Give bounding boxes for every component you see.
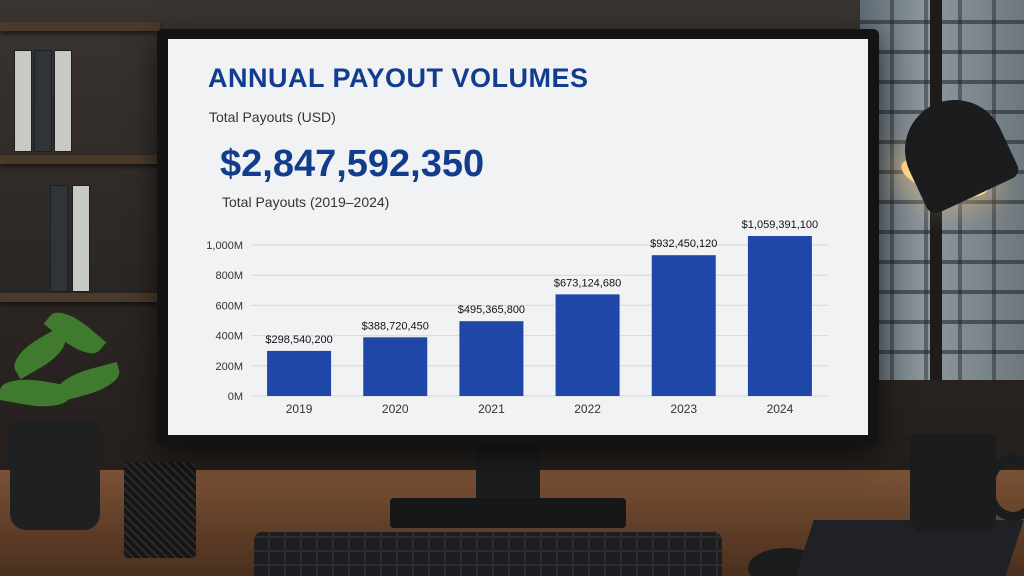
bookshelf (0, 22, 160, 31)
chart-subtitle: Total Payouts (USD) (209, 109, 336, 125)
data-label: $388,720,450 (362, 320, 429, 332)
data-label: $932,450,120 (650, 238, 717, 250)
pen-holder (124, 462, 196, 558)
monitor-stand (476, 445, 540, 505)
binder (34, 50, 52, 152)
monitor-base (390, 498, 626, 528)
data-label: $495,365,800 (458, 304, 525, 316)
y-tick-label: 800M (215, 270, 243, 282)
binder (14, 50, 32, 152)
data-label: $298,540,200 (265, 334, 332, 346)
x-tick-label: 2021 (478, 402, 505, 416)
y-tick-label: 0M (228, 391, 243, 403)
bar (555, 294, 620, 396)
monitor-screen: ANNUAL PAYOUT VOLUMES Total Payouts (USD… (168, 39, 868, 435)
x-tick-label: 2023 (670, 402, 697, 416)
x-tick-label: 2024 (767, 402, 794, 416)
monitor: ANNUAL PAYOUT VOLUMES Total Payouts (USD… (157, 29, 879, 445)
bar (459, 321, 524, 396)
y-tick-label: 200M (215, 361, 243, 373)
y-tick-label: 1,000M (206, 240, 243, 252)
bar (267, 350, 332, 396)
coffee-mug (910, 434, 996, 532)
bar-chart: 0M 200M 400M 600M 800M 1,000M $298,540,200 2019… (206, 219, 828, 416)
data-label: $1,059,391,100 (742, 219, 818, 231)
binder (50, 185, 68, 292)
bookshelf (0, 293, 160, 302)
mug-handle (985, 455, 1024, 521)
y-tick-label: 600M (215, 300, 243, 312)
y-tick-label: 400M (215, 331, 243, 343)
bar (651, 255, 716, 396)
x-tick-label: 2022 (574, 402, 601, 416)
x-tick-label: 2019 (286, 402, 313, 416)
x-tick-label: 2020 (382, 402, 409, 416)
data-label: $673,124,680 (554, 277, 621, 289)
bar (363, 337, 428, 396)
kpi-total-value: $2,847,592,350 (220, 143, 485, 185)
bar (747, 236, 812, 396)
plant-pot (10, 420, 100, 530)
plant-leaf (53, 361, 123, 403)
chart-title: ANNUAL PAYOUT VOLUMES (208, 63, 589, 93)
binder (54, 50, 72, 152)
kpi-total-label: Total Payouts (2019–2024) (222, 194, 390, 210)
keyboard (254, 532, 722, 576)
binder (72, 185, 90, 292)
bookshelf (0, 155, 160, 164)
